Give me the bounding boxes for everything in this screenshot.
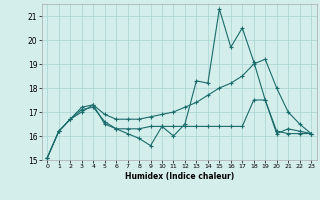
X-axis label: Humidex (Indice chaleur): Humidex (Indice chaleur) <box>124 172 234 181</box>
